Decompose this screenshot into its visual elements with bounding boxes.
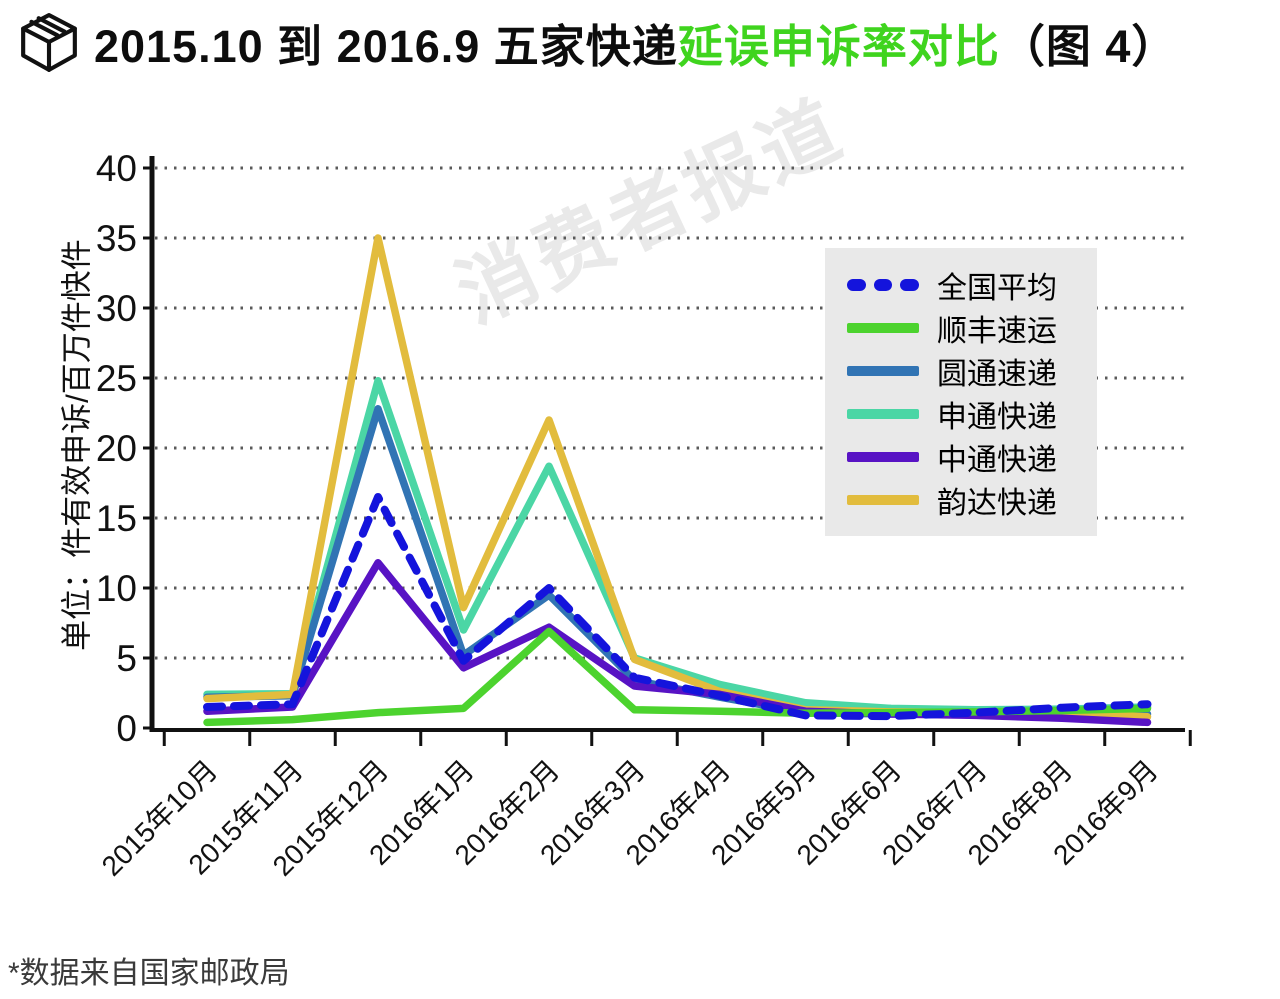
legend-swatch-line (847, 365, 919, 376)
legend-swatch-line (847, 494, 919, 505)
legend-label: 韵达快递 (937, 486, 1057, 520)
legend-item-yunda-express: 韵达快递 (825, 483, 1097, 520)
y-tick-label: 15 (96, 498, 137, 539)
legend-label: 全国平均 (937, 271, 1057, 305)
legend-item-national-average: 全国平均 (825, 268, 1097, 305)
package-box-icon (21, 12, 77, 72)
legend: 全国平均 顺丰速运 圆通速递 申通快递 中通快递 韵达快递 (825, 248, 1097, 536)
legend-swatch-line (847, 322, 919, 333)
y-tick-label: 40 (96, 148, 137, 189)
legend-label: 圆通速递 (937, 357, 1057, 391)
legend-swatch-line (847, 408, 919, 419)
legend-item-zto-express: 中通快递 (825, 440, 1097, 477)
series-line-national-average (203, 493, 1152, 721)
y-axis-title: 单位：件有效申诉/百万件快件 (59, 239, 95, 651)
y-tick-label: 5 (116, 638, 137, 679)
page-title: 2015.10 到 2016.9 五家快递延误申诉率对比（图 4） (94, 10, 1177, 75)
data-source-note: *数据来自国家邮政局 (8, 957, 290, 990)
legend-item-sto-express: 申通快递 (825, 397, 1097, 434)
y-tick-label: 25 (96, 358, 137, 399)
chart-header: 2015.10 到 2016.9 五家快递延误申诉率对比（图 4） (18, 10, 1177, 75)
legend-label: 中通快递 (937, 443, 1057, 477)
legend-swatch-line (847, 451, 919, 462)
legend-item-sf-express: 顺丰速运 (825, 311, 1097, 348)
legend-label: 顺丰速运 (937, 314, 1057, 348)
legend-swatch-dashed-line (847, 278, 920, 291)
legend-item-yto-express: 圆通速递 (825, 354, 1097, 391)
y-tick-label: 35 (96, 218, 137, 259)
y-tick-label: 30 (96, 288, 137, 329)
y-tick-label: 0 (116, 708, 137, 749)
title-part-highlight: 延误申诉率对比 (677, 21, 1000, 72)
y-tick-label: 20 (96, 428, 137, 469)
title-part-1: 2015.10 到 2016.9 五家快递 (94, 21, 678, 72)
y-tick-label: 10 (96, 568, 137, 609)
series-line-zto-express (203, 559, 1152, 727)
title-part-2: （图 4） (999, 21, 1178, 72)
legend-label: 申通快递 (937, 400, 1057, 434)
